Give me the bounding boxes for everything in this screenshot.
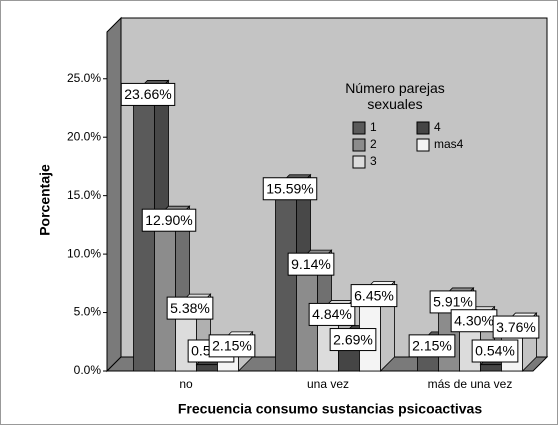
bar bbox=[275, 188, 297, 372]
y-tick-label: 25.0% bbox=[67, 71, 101, 85]
legend-swatch bbox=[416, 138, 430, 152]
data-label: 2.15% bbox=[412, 338, 452, 354]
bar bbox=[133, 94, 155, 372]
data-label: 4.84% bbox=[312, 306, 352, 322]
data-label-box bbox=[329, 328, 377, 352]
y-tick-label: 15.0% bbox=[67, 188, 101, 202]
data-label: 12.90% bbox=[145, 212, 192, 228]
data-label: 5.91% bbox=[433, 294, 473, 310]
x-axis-title: Frecuencia consumo sustancias psicoactiv… bbox=[178, 401, 482, 417]
data-label: 3.76% bbox=[496, 319, 536, 335]
data-label-box bbox=[120, 82, 176, 106]
y-axis-title: Porcentaje bbox=[37, 164, 53, 236]
legend-label: 3 bbox=[370, 154, 377, 168]
legend-swatch bbox=[352, 155, 366, 169]
legend-title: Número parejas sexuales bbox=[345, 80, 445, 112]
y-tick-label: 0.0% bbox=[74, 363, 102, 377]
data-label: 2.15% bbox=[212, 338, 252, 354]
legend-label: 2 bbox=[370, 137, 377, 151]
legend-swatch bbox=[416, 121, 430, 135]
data-label-box bbox=[408, 334, 456, 358]
data-label-box bbox=[262, 177, 318, 201]
x-tick-label: más de una vez bbox=[428, 377, 513, 391]
data-label: 23.66% bbox=[124, 86, 171, 102]
y-tick-label: 10.0% bbox=[67, 246, 101, 260]
data-label-box bbox=[492, 315, 540, 339]
bar bbox=[480, 364, 502, 372]
legend-label: 1 bbox=[370, 120, 377, 134]
data-label-box bbox=[471, 339, 519, 363]
data-label: 9.14% bbox=[291, 256, 331, 272]
legend-swatch bbox=[352, 121, 366, 135]
data-label: 15.59% bbox=[266, 180, 313, 196]
x-tick-label: no bbox=[179, 377, 193, 391]
data-label-box bbox=[166, 296, 214, 320]
x-tick-label: una vez bbox=[307, 377, 349, 391]
data-label-box bbox=[141, 208, 197, 232]
data-label: 2.69% bbox=[333, 331, 373, 347]
bar bbox=[154, 219, 176, 372]
legend-label: mas4 bbox=[434, 137, 464, 151]
data-label: 4.30% bbox=[454, 312, 494, 328]
data-label-box bbox=[308, 302, 356, 326]
legend-swatch bbox=[352, 138, 366, 152]
data-label-box bbox=[350, 284, 398, 308]
data-label: 0.54% bbox=[475, 343, 515, 359]
data-label-box bbox=[287, 252, 335, 276]
data-label-box bbox=[208, 334, 256, 358]
data-label: 5.38% bbox=[170, 300, 210, 316]
bar bbox=[196, 364, 218, 372]
data-label: 6.45% bbox=[354, 287, 394, 303]
left-wall bbox=[106, 16, 122, 373]
y-tick-label: 5.0% bbox=[74, 305, 102, 319]
y-tick-label: 20.0% bbox=[67, 129, 101, 143]
legend-label: 4 bbox=[434, 120, 441, 134]
